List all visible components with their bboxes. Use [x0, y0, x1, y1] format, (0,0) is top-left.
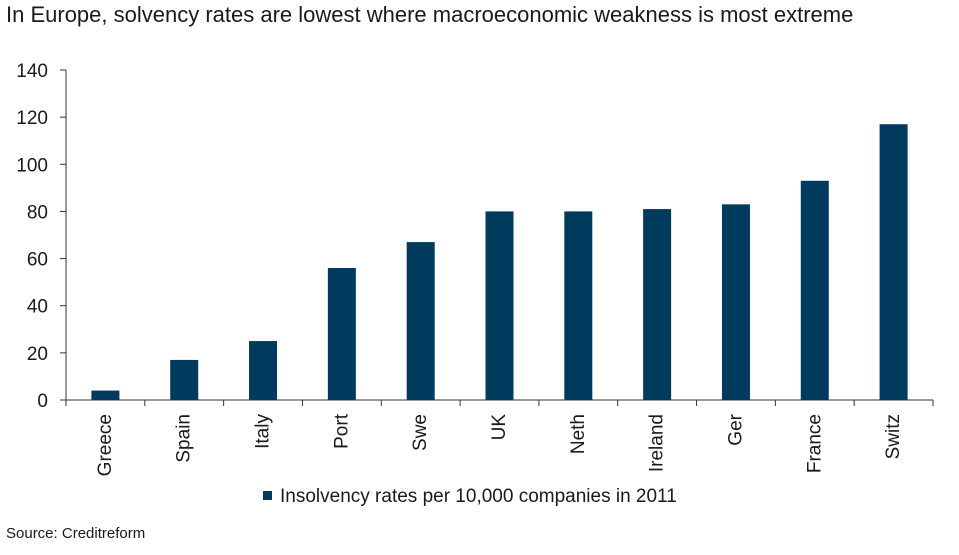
bar-chart: 0 20 40 60 80 100 120 140 Greece Spain Italy Port S…	[16, 61, 934, 507]
bar-uk	[485, 211, 514, 400]
x-tick-label: Neth	[568, 414, 589, 454]
bar-swe	[406, 242, 435, 400]
bar-france	[800, 180, 829, 400]
y-axis: 0 20 40 60 80 100 120 140	[16, 61, 67, 412]
y-tick-label: 80	[27, 202, 48, 223]
x-tick-label: Italy	[253, 414, 274, 449]
source-note: Source: Creditreform	[6, 525, 146, 542]
legend-label: Insolvency rates per 10,000 companies in…	[280, 486, 677, 507]
x-tick-label: UK	[489, 414, 510, 441]
legend: Insolvency rates per 10,000 companies in…	[263, 486, 677, 507]
bar-ireland	[643, 209, 672, 400]
x-axis: Greece Spain Italy Port Swe UK Neth Ireland Ger F…	[65, 399, 934, 476]
y-tick-label: 20	[27, 344, 48, 365]
x-tick-label: France	[804, 414, 825, 473]
bar-greece	[91, 390, 120, 400]
y-tick-label: 120	[16, 108, 48, 129]
bar-switz	[879, 124, 908, 400]
y-tick-label: 100	[16, 155, 48, 176]
x-tick-label: Ireland	[647, 414, 668, 472]
x-tick-label: Ger	[725, 413, 746, 445]
bar-ger	[721, 204, 750, 400]
chart-title: In Europe, solvency rates are lowest whe…	[6, 2, 854, 27]
x-tick-label: Port	[331, 413, 352, 449]
bar-spain	[170, 359, 199, 400]
bars	[91, 124, 908, 400]
x-tick-label: Swe	[410, 414, 431, 451]
x-tick-label: Spain	[174, 414, 195, 463]
bar-port	[327, 268, 356, 400]
x-tick-label: Greece	[95, 414, 116, 476]
bar-neth	[564, 211, 593, 400]
y-tick-label: 140	[16, 61, 48, 82]
y-tick-label: 60	[27, 250, 48, 271]
y-tick-label: 0	[37, 391, 48, 412]
legend-swatch	[263, 491, 272, 500]
bar-italy	[249, 341, 278, 400]
x-tick-label: Switz	[883, 414, 904, 459]
y-tick-label: 40	[27, 297, 48, 318]
